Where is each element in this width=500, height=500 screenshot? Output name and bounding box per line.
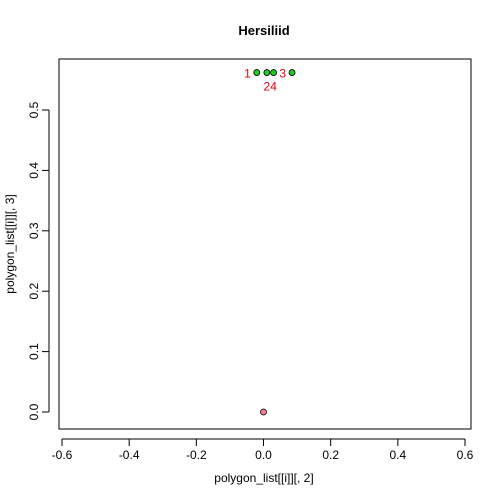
y-tick-label: 0.0 xyxy=(27,403,41,420)
point-label: 1 xyxy=(244,67,251,81)
y-tick-label: 0.5 xyxy=(27,101,41,118)
x-tick-label: 0.4 xyxy=(389,448,406,462)
y-tick-label: 0.4 xyxy=(27,162,41,179)
data-point xyxy=(253,69,261,76)
data-point xyxy=(263,69,271,76)
x-tick-label: 0.0 xyxy=(255,448,272,462)
plot-frame xyxy=(58,58,472,430)
y-tick-label: 0.2 xyxy=(27,283,41,300)
y-axis-label: polygon_list[[i]][, 3] xyxy=(3,194,17,293)
data-point xyxy=(288,69,296,76)
y-tick-label: 0.3 xyxy=(27,222,41,239)
chart-title: Hersiliid xyxy=(238,23,289,38)
x-tick-label: -0.4 xyxy=(119,448,140,462)
x-axis: -0.6 -0.4 -0.2 0.0 0.2 0.4 0.6 xyxy=(52,438,474,462)
point-label: 2 xyxy=(264,80,271,94)
point-label: 4 xyxy=(270,80,277,94)
x-axis-label: polygon_list[[i]][, 2] xyxy=(214,471,313,485)
y-tick-label: 0.1 xyxy=(27,343,41,360)
y-axis: 0.0 0.1 0.2 0.3 0.4 0.5 xyxy=(27,101,50,420)
point-label: 3 xyxy=(279,67,286,81)
data-point xyxy=(260,408,267,416)
data-points: 12 43 xyxy=(244,67,296,416)
x-tick-label: 0.2 xyxy=(322,448,339,462)
data-point xyxy=(270,69,277,76)
x-tick-label: 0.6 xyxy=(457,448,474,462)
x-tick-label: -0.6 xyxy=(52,448,73,462)
x-tick-label: -0.2 xyxy=(186,448,207,462)
